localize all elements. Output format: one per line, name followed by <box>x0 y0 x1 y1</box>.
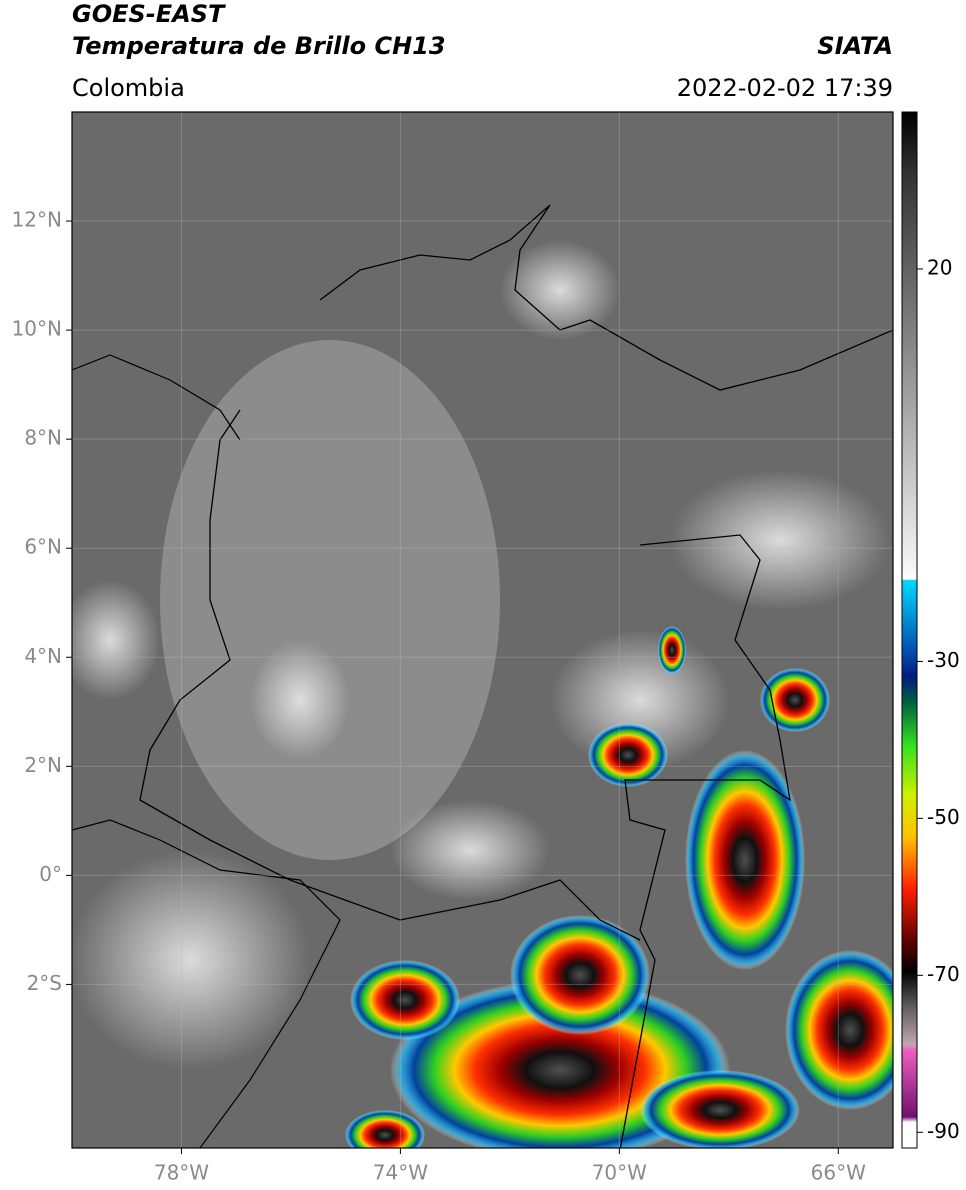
datetime: 2022-02-02 17:39 <box>677 74 893 102</box>
x-tick-label: 78°W <box>154 1161 209 1185</box>
cloud <box>72 850 310 1070</box>
colorbar-tick-label: -70 <box>927 962 960 986</box>
colorbar-tick-label: -90 <box>927 1119 960 1143</box>
title-line2: Temperatura de Brillo CH13 <box>72 32 446 60</box>
y-tick-label: 2°S <box>27 971 62 995</box>
region: Colombia <box>72 74 185 102</box>
title-line1: GOES-EAST <box>72 0 226 28</box>
x-tick-label: 74°W <box>373 1161 428 1185</box>
source: SIATA <box>817 32 893 60</box>
storm <box>588 723 668 787</box>
y-tick-label: 8°N <box>24 426 62 450</box>
cloud <box>250 640 350 760</box>
map-frame <box>71 111 894 1149</box>
x-tick-label: 70°W <box>592 1161 647 1185</box>
colorbar-tick-label: 20 <box>927 255 952 279</box>
x-tick-label: 66°W <box>811 1161 866 1185</box>
cloud <box>550 630 730 770</box>
storm <box>785 950 893 1110</box>
cloud <box>390 800 550 900</box>
cloud <box>670 470 890 610</box>
storm <box>640 1070 800 1148</box>
storm <box>658 626 686 674</box>
y-tick-label: 4°N <box>24 644 62 668</box>
grid <box>72 112 893 1148</box>
storm <box>510 915 650 1035</box>
storm <box>350 960 460 1040</box>
y-tick-label: 6°N <box>24 535 62 559</box>
y-tick-label: 12°N <box>12 208 62 232</box>
colorbar-tick-label: -50 <box>927 805 960 829</box>
storm <box>345 1110 425 1148</box>
y-tick-label: 10°N <box>12 317 62 341</box>
storm <box>685 750 805 970</box>
y-tick-label: 0° <box>39 862 62 886</box>
borders <box>139 204 893 1148</box>
cloud <box>500 240 620 340</box>
coastline <box>72 354 341 1148</box>
colorbar <box>901 111 918 1149</box>
satellite-image <box>72 112 893 1148</box>
storm <box>760 668 830 732</box>
cloud <box>72 580 160 700</box>
colorbar-tick-label: -30 <box>927 648 960 672</box>
land-warm <box>160 340 500 860</box>
y-tick-label: 2°N <box>24 753 62 777</box>
